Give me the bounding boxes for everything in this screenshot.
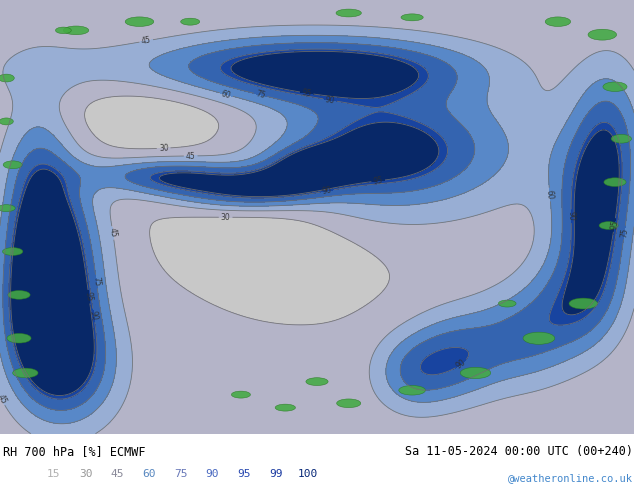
Ellipse shape xyxy=(604,178,626,187)
Ellipse shape xyxy=(13,368,38,378)
Text: 75: 75 xyxy=(255,89,266,100)
Text: 90: 90 xyxy=(321,186,333,196)
Ellipse shape xyxy=(545,17,571,26)
Text: 75: 75 xyxy=(619,227,630,238)
Text: 95: 95 xyxy=(237,469,251,479)
Ellipse shape xyxy=(523,332,555,344)
Ellipse shape xyxy=(401,14,424,21)
Ellipse shape xyxy=(7,334,31,343)
Ellipse shape xyxy=(0,74,14,82)
Ellipse shape xyxy=(0,205,15,212)
Ellipse shape xyxy=(0,118,13,125)
Ellipse shape xyxy=(181,18,200,25)
Text: 90: 90 xyxy=(205,469,219,479)
Text: 45: 45 xyxy=(141,36,152,46)
Ellipse shape xyxy=(3,161,22,169)
Text: 90: 90 xyxy=(89,310,99,321)
Ellipse shape xyxy=(599,221,618,229)
Ellipse shape xyxy=(611,134,631,143)
Ellipse shape xyxy=(8,291,30,299)
Text: 45: 45 xyxy=(108,227,118,239)
Text: 90: 90 xyxy=(325,95,335,105)
Text: 100: 100 xyxy=(297,469,318,479)
Text: 95: 95 xyxy=(609,220,619,230)
Text: 90: 90 xyxy=(567,211,576,221)
Text: 95: 95 xyxy=(301,88,312,98)
Text: 60: 60 xyxy=(545,189,555,200)
Ellipse shape xyxy=(399,386,425,395)
Text: 15: 15 xyxy=(47,469,61,479)
Ellipse shape xyxy=(56,27,71,34)
Text: 30: 30 xyxy=(158,144,169,153)
Text: 60: 60 xyxy=(142,469,156,479)
Ellipse shape xyxy=(603,82,627,92)
Text: 60: 60 xyxy=(221,89,232,100)
Text: 90: 90 xyxy=(455,358,468,370)
Ellipse shape xyxy=(231,391,250,398)
Text: 30: 30 xyxy=(221,213,231,222)
Ellipse shape xyxy=(569,298,597,309)
Text: 30: 30 xyxy=(79,469,93,479)
Text: 45: 45 xyxy=(0,393,8,406)
Ellipse shape xyxy=(588,29,616,40)
Text: 75: 75 xyxy=(91,276,101,287)
Ellipse shape xyxy=(63,26,89,35)
Text: 95: 95 xyxy=(84,291,94,302)
Text: 75: 75 xyxy=(174,469,188,479)
Ellipse shape xyxy=(336,9,361,17)
Text: @weatheronline.co.uk: @weatheronline.co.uk xyxy=(508,472,633,483)
Text: Sa 11-05-2024 00:00 UTC (00+240): Sa 11-05-2024 00:00 UTC (00+240) xyxy=(404,445,633,458)
Ellipse shape xyxy=(498,300,516,307)
Ellipse shape xyxy=(3,247,23,255)
Text: 45: 45 xyxy=(110,469,124,479)
Ellipse shape xyxy=(337,399,361,408)
Ellipse shape xyxy=(306,378,328,386)
Text: 99: 99 xyxy=(269,469,283,479)
Ellipse shape xyxy=(275,404,295,411)
Text: RH 700 hPa [%] ECMWF: RH 700 hPa [%] ECMWF xyxy=(3,445,146,458)
Ellipse shape xyxy=(460,368,491,379)
Ellipse shape xyxy=(125,17,153,26)
Text: 45: 45 xyxy=(186,151,196,161)
Text: 95: 95 xyxy=(373,176,384,186)
